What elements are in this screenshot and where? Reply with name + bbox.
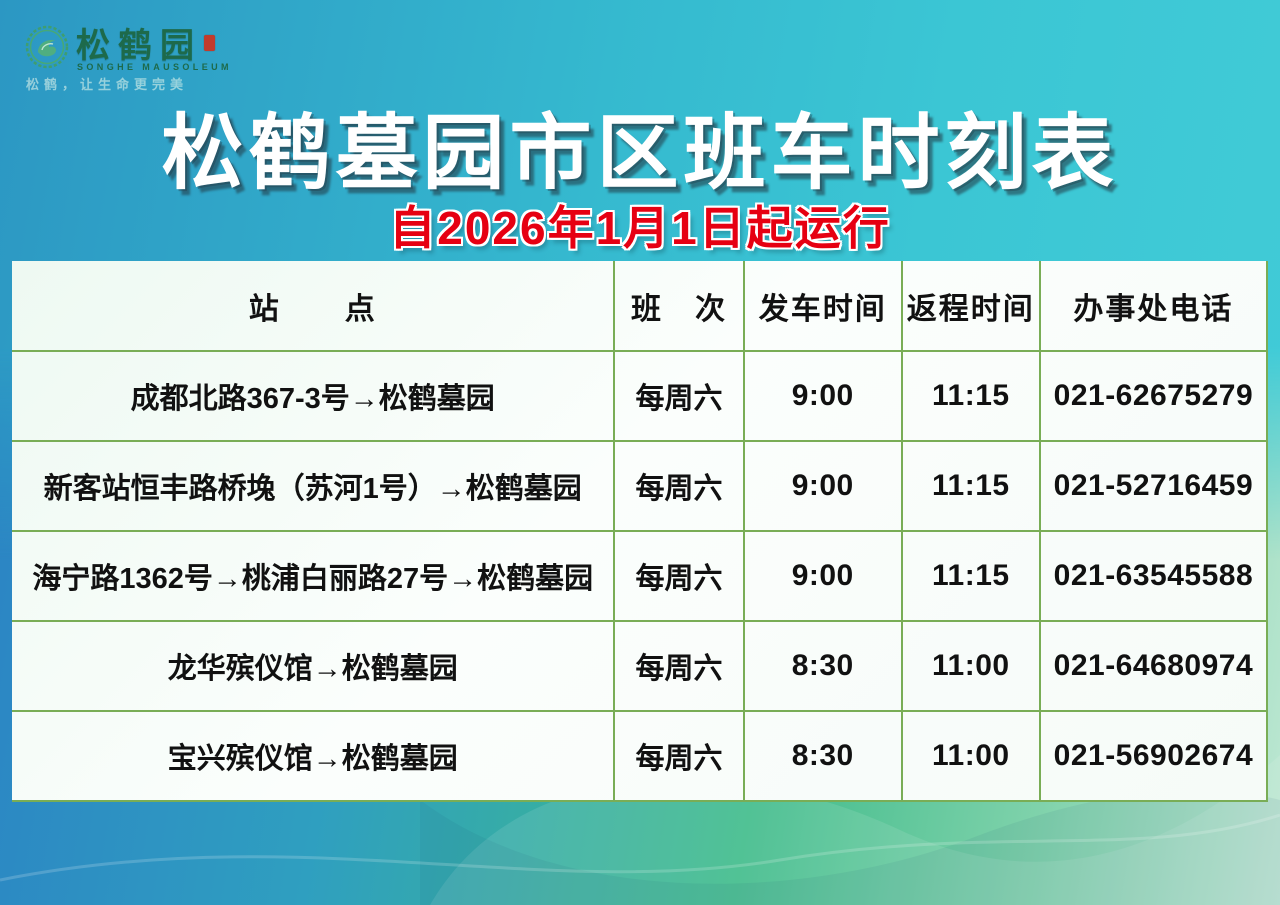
schedule-cell: 每周六 — [613, 350, 745, 442]
departure-time-cell: 9:00 — [742, 530, 903, 622]
return-time-cell: 11:00 — [900, 710, 1041, 802]
station-cell: 龙华殡仪馆→松鹤墓园 — [12, 620, 616, 712]
schedule-cell: 每周六 — [613, 440, 745, 532]
schedule-table-row: 海宁路1362号→桃浦白丽路27号→松鹤墓园 每周六 9:00 11:15 02… — [12, 530, 1269, 622]
schedule-table-row: 新客站恒丰路桥堍（苏河1号）→松鹤墓园 每周六 9:00 11:15 021-5… — [12, 440, 1269, 532]
office-phone-cell: 021-56902674 — [1038, 710, 1269, 802]
schedule-cell: 每周六 — [613, 620, 745, 712]
schedule-table-row: 龙华殡仪馆→松鹤墓园 每周六 8:30 11:00 021-64680974 — [12, 620, 1269, 712]
brand-name-calligraphy: 松鹤园 — [76, 27, 202, 65]
column-header-station: 站 点 — [12, 261, 616, 352]
brand-logo: 松鹤园 SONGHE MAUSOLEUM 松鹤，让生命更完美 — [20, 12, 280, 92]
schedule-table-row: 宝兴殡仪馆→松鹤墓园 每周六 8:30 11:00 021-56902674 — [12, 710, 1269, 802]
departure-time-cell: 8:30 — [742, 710, 903, 802]
departure-time-cell: 9:00 — [742, 440, 903, 532]
column-header-departure-time: 发车时间 — [742, 261, 903, 352]
station-cell: 海宁路1362号→桃浦白丽路27号→松鹤墓园 — [12, 530, 616, 622]
station-cell: 成都北路367-3号→松鹤墓园 — [12, 350, 616, 442]
station-cell: 宝兴殡仪馆→松鹤墓园 — [12, 710, 616, 802]
schedule-table-row: 成都北路367-3号→松鹤墓园 每周六 9:00 11:15 021-62675… — [12, 350, 1269, 442]
schedule-cell: 每周六 — [613, 530, 745, 622]
effective-date-subtitle: 自2026年1月1日起运行 — [389, 202, 891, 254]
table-header-row: 站 点 班 次 发车时间 返程时间 办事处电话 — [12, 261, 1269, 352]
red-seal-stamp-icon — [204, 35, 215, 51]
return-time-cell: 11:15 — [900, 350, 1041, 442]
brand-name-english: SONGHE MAUSOLEUM — [77, 62, 232, 72]
schedule-cell: 每周六 — [613, 710, 745, 802]
station-cell: 新客站恒丰路桥堍（苏河1号）→松鹤墓园 — [12, 440, 616, 532]
return-time-cell: 11:15 — [900, 440, 1041, 532]
departure-time-cell: 9:00 — [742, 350, 903, 442]
office-phone-cell: 021-52716459 — [1038, 440, 1269, 532]
office-phone-cell: 021-64680974 — [1038, 620, 1269, 712]
office-phone-cell: 021-62675279 — [1038, 350, 1269, 442]
page-title: 松鹤墓园市区班车时刻表 — [161, 108, 1119, 199]
brand-tagline: 松鹤，让生命更完美 — [26, 77, 189, 92]
departure-time-cell: 8:30 — [742, 620, 903, 712]
column-header-schedule: 班 次 — [613, 261, 745, 352]
return-time-cell: 11:15 — [900, 530, 1041, 622]
schedule-table-body: 成都北路367-3号→松鹤墓园 每周六 9:00 11:15 021-62675… — [12, 350, 1269, 802]
return-time-cell: 11:00 — [900, 620, 1041, 712]
column-header-office-phone: 办事处电话 — [1038, 261, 1269, 352]
crane-seal-icon — [25, 25, 69, 69]
schedule-table: 站 点 班 次 发车时间 返程时间 办事处电话 成都北路367-3号→松鹤墓园 … — [12, 261, 1269, 802]
office-phone-cell: 021-63545588 — [1038, 530, 1269, 622]
column-header-return-time: 返程时间 — [900, 261, 1041, 352]
